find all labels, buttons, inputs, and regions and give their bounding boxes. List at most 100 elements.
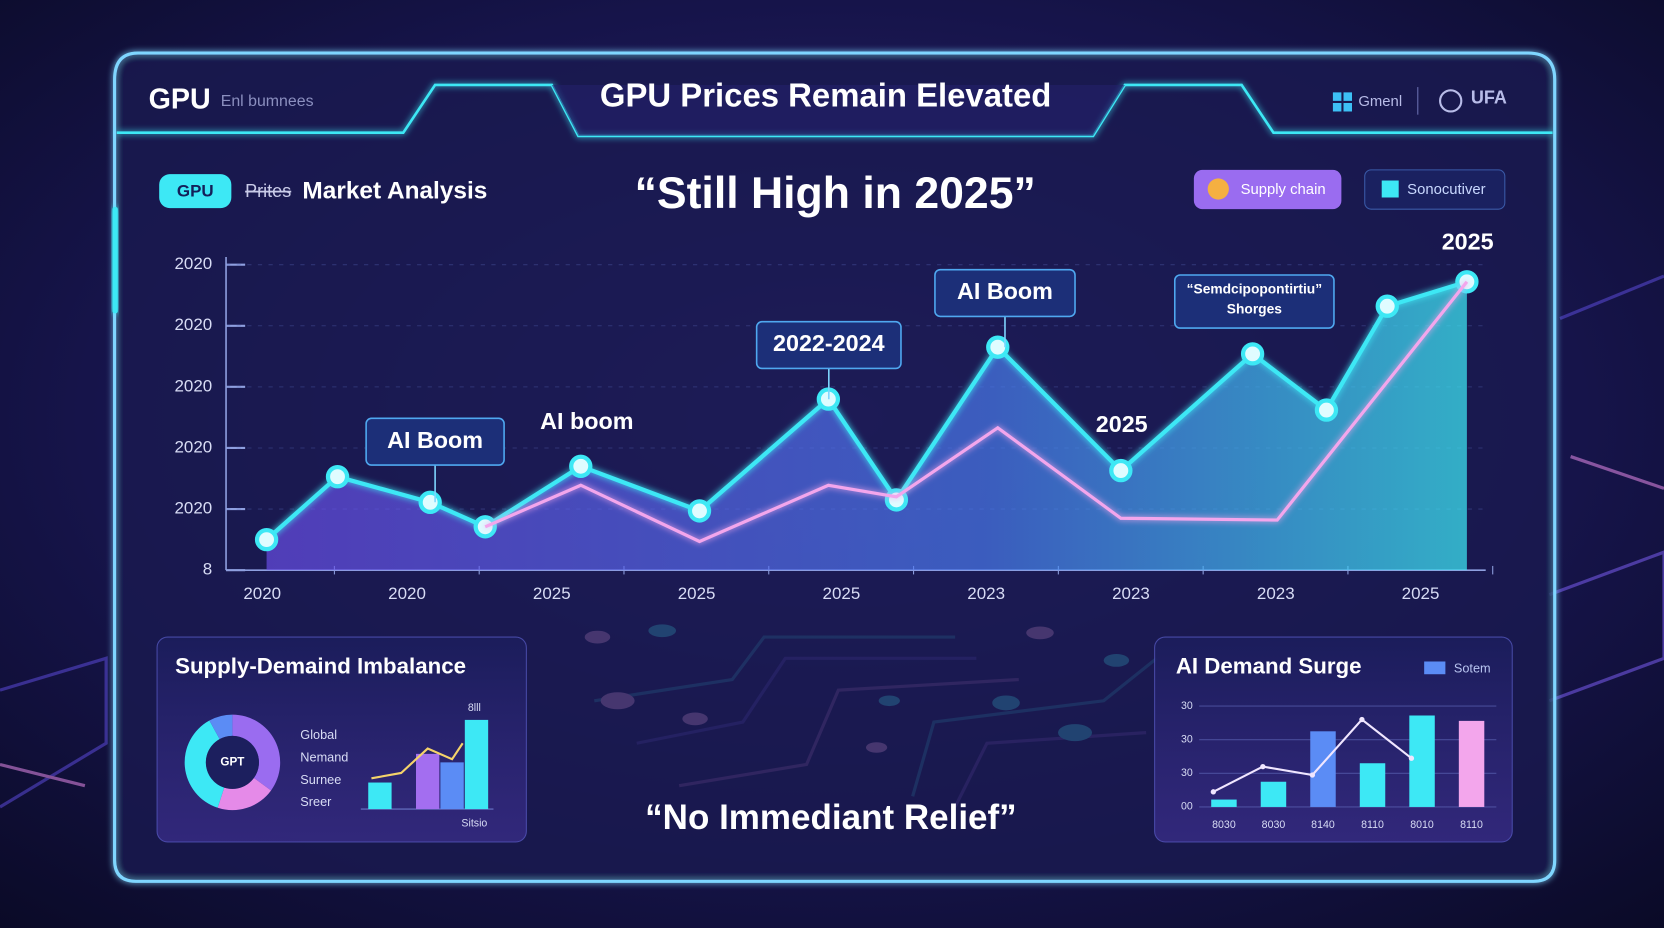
button-text[interactable]: Supply chain [1241,182,1326,198]
x-tick-label: 2025 [823,584,861,603]
x-tick-label: 8030 [1212,819,1236,831]
button-icon [1207,178,1229,200]
bar [440,762,464,810]
point [986,335,1010,359]
header-tab [551,84,1125,136]
point [418,490,442,515]
point [1375,294,1399,318]
y-tick-label: 00 [1181,801,1193,813]
button-text[interactable]: Sonocutiver [1407,182,1485,198]
y-tick-label: 30 [1181,767,1193,779]
button[interactable] [1364,169,1506,210]
trend-point [1210,789,1216,795]
bar [416,753,440,810]
x-label: Sitsio [461,818,487,830]
bar [1359,763,1386,807]
section-label: Market Analysis [302,178,487,205]
bar [1310,731,1336,807]
annotation: 2022-2024 [773,330,885,356]
x-tick-label: 2025 [1402,584,1440,603]
annotation-box [1173,274,1335,329]
legend-swatch [1424,661,1446,675]
x-tick-label: 8110 [1460,819,1483,831]
y-tick-label: 2020 [175,315,213,334]
point [1109,458,1133,483]
y-tick-label: 2020 [175,437,213,456]
donut-hole [205,735,259,789]
annotation: AI Boom [957,278,1053,304]
x-tick-label: 8010 [1410,819,1434,831]
logo-sub: Enl bumnees [221,93,314,110]
donut-segment [232,714,281,791]
x-tick-label: 8140 [1311,819,1335,831]
main-title: GPU Prices Remain Elevated [600,76,1051,113]
top-label: 8lll [468,702,481,714]
y-tick-label: 30 [1181,734,1193,746]
annotation: 2025 [1096,411,1148,437]
x-tick-label: 8030 [1262,819,1286,831]
x-tick-label: 2023 [1257,584,1295,603]
legend-label: Sreer [300,794,332,809]
donut-segment [217,777,272,811]
menu-icon [1439,89,1463,113]
menu-item[interactable]: Gmenl [1358,94,1402,110]
point [1240,342,1265,366]
bar [1211,799,1237,807]
x-tick-label: 8110 [1361,819,1384,831]
annotation: 2025 [1442,228,1494,254]
x-tick-label: 2023 [1112,584,1150,603]
y-tick-label: 2020 [175,499,213,518]
panel-title: Supply-Demaind Imbalance [175,654,466,679]
bar [1409,715,1435,807]
bar [1260,781,1287,807]
trend-line [371,742,464,780]
legend-label: Sotem [1454,660,1491,675]
x-tick-label: 2020 [388,584,426,603]
legend-label: Nemand [300,749,348,764]
line [484,280,1469,544]
area [266,281,1467,571]
menu-icon-grid [1332,92,1352,112]
legend-label: Surnee [300,772,341,787]
trend-point [1359,716,1365,723]
trend-point [1309,772,1316,778]
y-tick-label: 2020 [175,254,213,273]
point [569,454,593,478]
trend-point [1408,755,1415,761]
legend-label: Global [300,727,337,742]
annotation: Shorges [1227,302,1282,317]
annotation: “Semdcipopontirtiu” [1187,282,1322,297]
x-tick-label: 2025 [533,584,571,603]
badge-text: GPU [177,182,214,201]
x-tick-label: 2025 [678,584,716,603]
annotation: AI Boom [387,427,483,453]
headline: “Still High in 2025” [635,169,1036,218]
logo: GPU [149,83,211,115]
bar [1458,720,1485,807]
badge [159,174,232,209]
charts: 8 2020 2020 2020 2020 2020 2020 2020 2025 2025 202… [175,228,1497,831]
y-tick-label: 30 [1181,700,1193,712]
struck-label: Prites [245,181,291,201]
x-tick-label: 2020 [243,584,281,603]
point [687,499,712,523]
bar [464,719,489,810]
menu-item[interactable]: UFA [1471,88,1507,108]
button-icon [1381,180,1399,198]
donut-segment [209,714,233,740]
annotation-box [365,417,505,466]
footer-quote: “No Immediant Relief” [645,798,1017,837]
donut-segment [184,720,225,808]
point [1314,398,1339,422]
panel-title: AI Demand Surge [1176,654,1362,679]
donut-center: GPT [220,755,244,768]
point [325,465,350,489]
x-tick-label: 2023 [967,584,1005,603]
annotation: AI boom [540,408,633,434]
button[interactable] [1193,169,1342,210]
frame-accent [112,207,118,314]
trend-point [1260,763,1266,770]
bar [368,782,392,810]
